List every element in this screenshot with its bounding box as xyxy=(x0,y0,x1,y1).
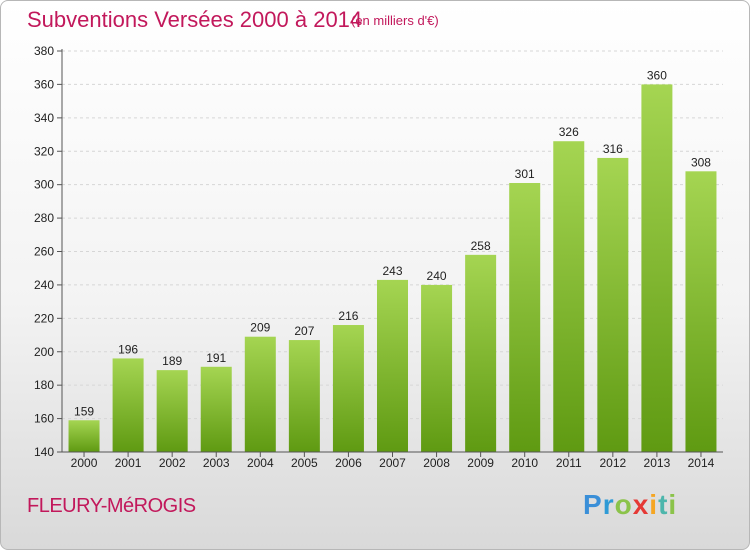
x-tick-label: 2003 xyxy=(203,456,230,470)
bar-value-label: 326 xyxy=(559,125,579,139)
bar-value-label: 216 xyxy=(338,309,358,323)
bar-value-label: 159 xyxy=(74,404,94,418)
bar xyxy=(641,84,673,453)
y-tick-label: 300 xyxy=(34,178,54,192)
y-tick-label: 240 xyxy=(34,278,54,292)
bar-value-label: 196 xyxy=(118,342,138,356)
chart-title: Subventions Versées 2000 à 2014 xyxy=(27,7,363,32)
axes xyxy=(57,49,723,457)
bar-value-label: 258 xyxy=(471,239,491,253)
y-tick-label: 180 xyxy=(34,378,54,392)
bar xyxy=(200,366,232,452)
logo-letter: P xyxy=(583,489,603,520)
x-tick-label: 2010 xyxy=(511,456,538,470)
x-tick-label: 2014 xyxy=(688,456,715,470)
x-tick-label: 2006 xyxy=(335,456,362,470)
bar xyxy=(509,182,541,452)
bar xyxy=(685,171,717,453)
y-tick-label: 360 xyxy=(34,77,54,91)
bar-value-label: 316 xyxy=(603,142,623,156)
bar-value-label: 308 xyxy=(691,155,711,169)
bar xyxy=(597,157,629,452)
bar-value-label: 243 xyxy=(382,264,402,278)
bar xyxy=(332,325,364,452)
x-tick-label: 2011 xyxy=(556,456,582,470)
bar xyxy=(244,336,276,452)
y-tick-label: 160 xyxy=(34,412,54,426)
bar xyxy=(288,340,320,452)
x-tick-label: 2001 xyxy=(115,456,142,470)
y-tick-label: 220 xyxy=(34,311,54,325)
bar xyxy=(553,141,585,452)
bar-value-label: 240 xyxy=(427,269,447,283)
y-tick-label: 340 xyxy=(34,111,54,125)
y-tick-label: 320 xyxy=(34,144,54,158)
x-tick-label: 2008 xyxy=(423,456,450,470)
y-tick-label: 380 xyxy=(34,44,54,58)
logo-letter: x xyxy=(632,489,650,520)
bar-value-label: 301 xyxy=(515,167,535,181)
chart-subtitle: (en milliers d'€) xyxy=(351,13,439,28)
labels: 140 160 180 200 220 240 260 280 300 320 340 360 380 1… xyxy=(34,44,715,470)
y-tick-label: 280 xyxy=(34,211,54,225)
bar xyxy=(377,279,408,452)
bars xyxy=(68,84,717,453)
y-tick-label: 260 xyxy=(34,245,54,259)
bar xyxy=(421,284,453,452)
x-tick-label: 2005 xyxy=(291,456,318,470)
logo-letter: r xyxy=(602,489,615,520)
logo-letter: o xyxy=(614,489,633,520)
y-tick-label: 140 xyxy=(34,445,54,459)
x-tick-label: 2002 xyxy=(159,456,186,470)
x-tick-label: 2007 xyxy=(379,456,406,470)
bar xyxy=(156,370,188,452)
x-tick-label: 2012 xyxy=(599,456,626,470)
logo-letter: t xyxy=(658,489,669,520)
bar xyxy=(112,358,144,452)
x-tick-label: 2004 xyxy=(247,456,274,470)
bar-value-label: 189 xyxy=(162,354,182,368)
bar xyxy=(68,420,100,452)
bar-value-label: 360 xyxy=(647,68,667,82)
x-tick-label: 2000 xyxy=(71,456,98,470)
logo-letter: i xyxy=(649,489,659,520)
bar xyxy=(465,254,497,452)
x-tick-label: 2013 xyxy=(644,456,671,470)
y-tick-label: 200 xyxy=(34,345,54,359)
bar-value-label: 191 xyxy=(206,351,226,365)
proxiti-logo: Proxiti xyxy=(583,489,677,521)
bar-value-label: 209 xyxy=(250,321,270,335)
bar-value-label: 207 xyxy=(294,324,314,338)
commune-name: FLEURY-MéROGIS xyxy=(27,495,196,517)
x-tick-label: 2009 xyxy=(467,456,494,470)
logo-letter: i xyxy=(668,489,678,520)
